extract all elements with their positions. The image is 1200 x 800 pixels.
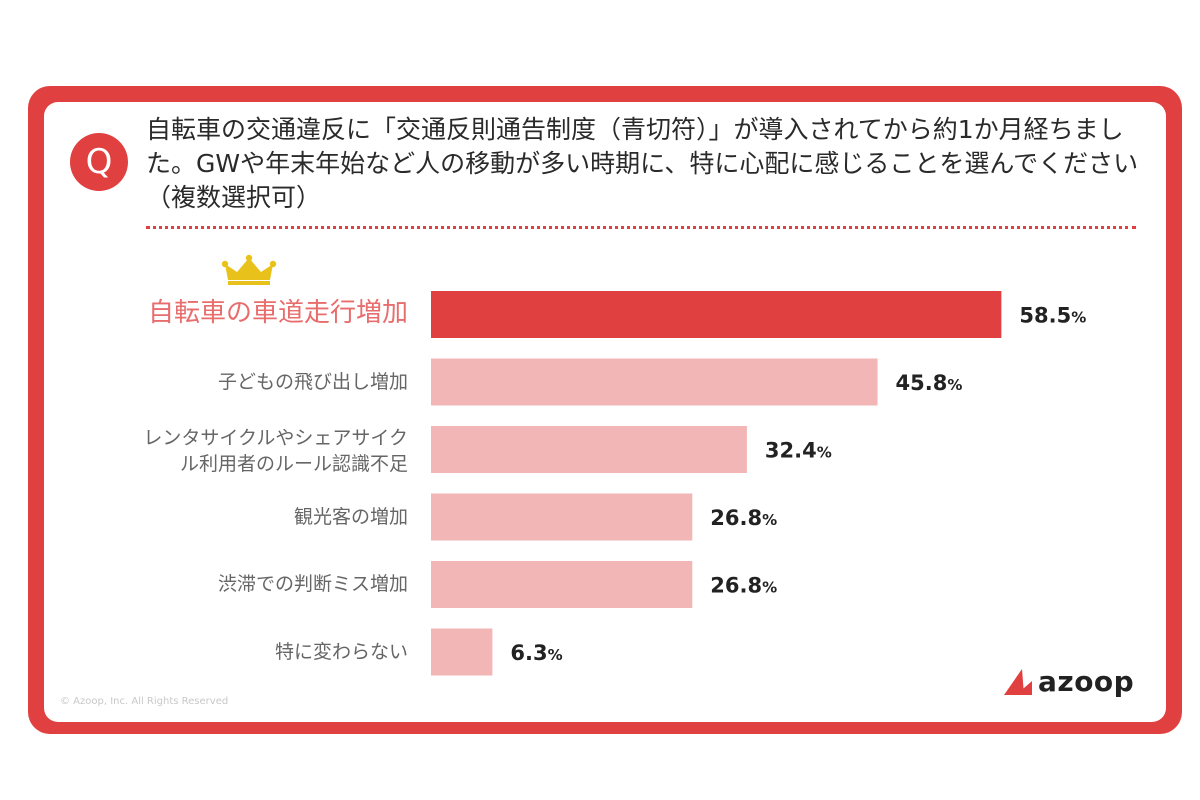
dotted-divider bbox=[146, 226, 1136, 229]
crown-icon bbox=[221, 254, 277, 285]
category-label: レンタサイクルやシェアサイク ル利用者のルール認識不足 bbox=[143, 427, 408, 475]
category-label: 特に変わらない bbox=[274, 641, 408, 663]
category-label: 子どもの飛び出し増加 bbox=[217, 371, 408, 393]
copyright: © Azoop, Inc. All Rights Reserved bbox=[60, 696, 229, 707]
question-text: 自転車の交通違反に「交通反則通告制度（青切符）」が導入されてから約1か月経ちまし… bbox=[146, 115, 1139, 212]
value-label: 6.3% bbox=[510, 641, 562, 665]
logo-text: azoop bbox=[1038, 665, 1135, 698]
bar bbox=[431, 493, 693, 541]
bar bbox=[431, 561, 693, 608]
bar bbox=[431, 628, 493, 676]
category-label: 観光客の増加 bbox=[293, 506, 408, 528]
bar bbox=[431, 426, 747, 473]
value-label: 58.5% bbox=[1019, 304, 1086, 328]
value-label: 45.8% bbox=[896, 371, 963, 395]
card bbox=[44, 102, 1166, 722]
value-label: 32.4% bbox=[765, 439, 832, 463]
value-label: 26.8% bbox=[710, 574, 777, 598]
question-badge: Q bbox=[70, 133, 128, 191]
category-label: 渋滞での判断ミス増加 bbox=[217, 573, 408, 595]
category-label: 自転車の車道走行増加 bbox=[147, 298, 408, 328]
value-label: 26.8% bbox=[710, 506, 777, 530]
bar bbox=[431, 291, 1002, 338]
bar bbox=[431, 358, 878, 406]
logo-mark-icon bbox=[1004, 668, 1032, 695]
azoop-logo: azoop bbox=[1002, 665, 1134, 698]
